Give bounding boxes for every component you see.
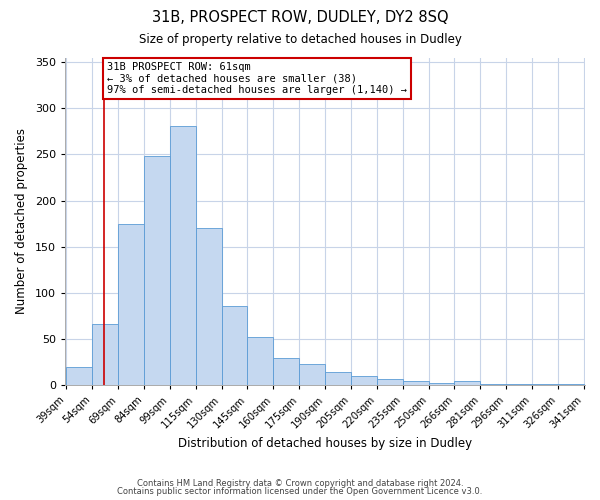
Bar xyxy=(118,224,144,386)
Bar xyxy=(480,384,506,386)
Text: 31B PROSPECT ROW: 61sqm
← 3% of detached houses are smaller (38)
97% of semi-det: 31B PROSPECT ROW: 61sqm ← 3% of detached… xyxy=(107,62,407,96)
Bar xyxy=(170,126,196,386)
Bar xyxy=(428,382,454,386)
Y-axis label: Number of detached properties: Number of detached properties xyxy=(15,128,28,314)
Bar xyxy=(351,376,377,386)
Bar xyxy=(558,384,584,386)
Text: Contains HM Land Registry data © Crown copyright and database right 2024.: Contains HM Land Registry data © Crown c… xyxy=(137,478,463,488)
Text: 31B, PROSPECT ROW, DUDLEY, DY2 8SQ: 31B, PROSPECT ROW, DUDLEY, DY2 8SQ xyxy=(152,10,448,25)
Bar xyxy=(92,324,118,386)
Bar xyxy=(454,381,480,386)
Bar xyxy=(299,364,325,386)
Bar xyxy=(196,228,221,386)
X-axis label: Distribution of detached houses by size in Dudley: Distribution of detached houses by size … xyxy=(178,437,472,450)
Bar xyxy=(325,372,351,386)
Bar xyxy=(377,379,403,386)
Text: Size of property relative to detached houses in Dudley: Size of property relative to detached ho… xyxy=(139,32,461,46)
Bar xyxy=(403,381,428,386)
Bar xyxy=(247,338,274,386)
Bar xyxy=(532,384,558,386)
Text: Contains public sector information licensed under the Open Government Licence v3: Contains public sector information licen… xyxy=(118,487,482,496)
Bar xyxy=(274,358,299,386)
Bar xyxy=(144,156,170,386)
Bar xyxy=(506,384,532,386)
Bar xyxy=(221,306,247,386)
Bar xyxy=(67,367,92,386)
